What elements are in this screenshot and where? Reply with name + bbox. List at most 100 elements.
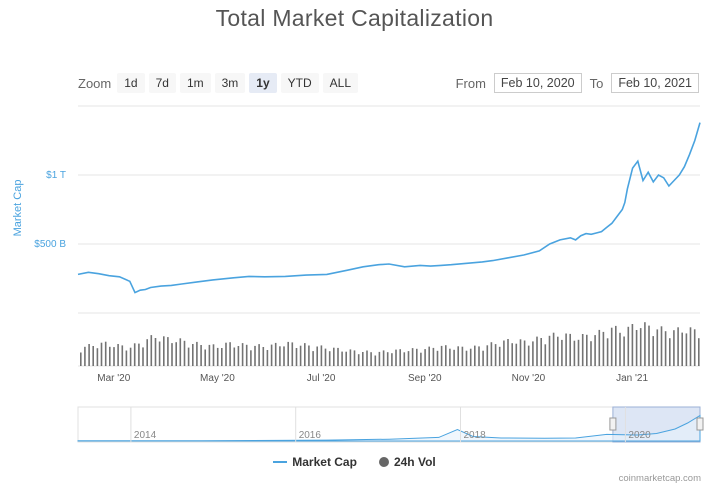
- volume-bar: [424, 349, 426, 366]
- volume-bar: [457, 346, 459, 366]
- volume-bar: [337, 347, 339, 366]
- volume-bar: [615, 325, 617, 366]
- navigator-line: [77, 414, 701, 442]
- legend-item-volume[interactable]: 24h Vol: [378, 455, 436, 469]
- volume-bar: [681, 332, 683, 366]
- volume-bar: [544, 344, 547, 366]
- x-tick-label: Nov '20: [512, 373, 546, 384]
- zoom-button-7d[interactable]: 7d: [148, 73, 176, 93]
- volume-bar: [540, 338, 542, 366]
- volume-bar: [631, 324, 634, 366]
- volume-bar: [266, 350, 269, 366]
- volume-bar: [432, 347, 435, 366]
- volume-bar: [652, 336, 654, 366]
- volume-bar: [200, 345, 202, 366]
- legend-item-market-cap[interactable]: Market Cap: [273, 455, 357, 469]
- volume-bar: [92, 346, 94, 366]
- volume-bar: [486, 345, 489, 366]
- volume-bar: [478, 346, 480, 366]
- volume-bar: [552, 332, 555, 366]
- volume-bar: [445, 345, 447, 366]
- volume-bar: [150, 335, 153, 366]
- volume-bar: [295, 348, 298, 366]
- volume-bar: [420, 352, 422, 366]
- zoom-button-1d[interactable]: 1d: [117, 73, 145, 93]
- to-label: To: [589, 75, 604, 91]
- volume-bar: [154, 338, 157, 366]
- volume-bar: [374, 355, 377, 366]
- legend-label-volume: 24h Vol: [393, 455, 436, 469]
- volume-bar: [113, 347, 115, 366]
- volume-bar: [175, 342, 177, 366]
- zoom-button-1m[interactable]: 1m: [179, 73, 211, 93]
- volume-bar: [606, 338, 609, 366]
- navigator-handle-left[interactable]: [609, 417, 617, 431]
- volume-bar: [577, 339, 580, 366]
- volume-bar: [80, 352, 82, 366]
- zoom-button-all[interactable]: ALL: [322, 73, 359, 93]
- volume-bar: [581, 334, 584, 366]
- volume-bar: [490, 342, 493, 366]
- dot-swatch-icon: [378, 457, 389, 467]
- volume-bar: [163, 336, 165, 366]
- volume-bar: [494, 344, 497, 366]
- volume-bar: [598, 329, 601, 366]
- to-date-input[interactable]: Feb 10, 2021: [611, 73, 699, 93]
- volume-bar: [561, 339, 563, 366]
- volume-bar: [133, 343, 136, 366]
- volume-bar: [320, 345, 323, 366]
- volume-bar: [557, 336, 559, 366]
- line-swatch-icon: [273, 461, 288, 463]
- x-tick-label: Sep '20: [408, 373, 442, 384]
- x-tick-label: Mar '20: [97, 373, 130, 384]
- volume-bar: [623, 336, 625, 366]
- volume-bar: [125, 350, 128, 366]
- zoom-button-1y[interactable]: 1y: [249, 73, 277, 93]
- source-credit: coinmarketcap.com: [618, 473, 701, 484]
- volume-bar: [644, 322, 646, 366]
- volume-bar: [573, 340, 576, 366]
- zoom-bar: Zoom 1d 7d 1m 3m 1y YTD ALL: [78, 73, 359, 93]
- volume-bar: [258, 344, 260, 366]
- volume-bar: [312, 351, 314, 366]
- from-date-input[interactable]: Feb 10, 2020: [493, 73, 582, 93]
- volume-bar: [395, 349, 397, 366]
- volume-bar: [610, 327, 613, 366]
- volume-bar: [482, 350, 484, 366]
- volume-bar: [523, 340, 526, 366]
- volume-bar: [465, 350, 468, 366]
- volume-bar: [333, 347, 335, 366]
- volume-bar: [436, 350, 439, 366]
- zoom-button-ytd[interactable]: YTD: [280, 73, 319, 93]
- volume-bar: [362, 352, 364, 366]
- legend: Market Cap 24h Vol: [0, 455, 709, 469]
- volume-bar: [403, 352, 406, 366]
- volume-bar: [428, 346, 430, 366]
- volume-bar: [370, 352, 372, 366]
- volume-bar: [685, 333, 688, 366]
- y-axis-label-market-cap: Market Cap: [12, 180, 24, 237]
- navigator-year-label: 2016: [299, 430, 322, 441]
- volume-bar: [635, 330, 638, 366]
- volume-bar: [357, 354, 360, 366]
- volume-bar: [121, 345, 124, 366]
- volume-bar: [291, 342, 294, 366]
- navigator-year-label: 2020: [628, 430, 651, 441]
- volume-bar: [461, 346, 464, 366]
- volume-bar: [440, 345, 443, 366]
- from-label: From: [455, 75, 486, 91]
- volume-bar: [100, 342, 103, 366]
- volume-bar: [117, 344, 119, 366]
- volume-bar: [378, 351, 381, 366]
- volume-bar: [109, 346, 111, 366]
- volume-bar: [511, 343, 513, 366]
- volume-bar: [179, 338, 182, 366]
- volume-bar: [536, 336, 538, 366]
- volume-bar: [469, 348, 472, 366]
- volume-bar: [590, 341, 592, 366]
- zoom-button-3m[interactable]: 3m: [214, 73, 246, 93]
- navigator-handle-right[interactable]: [696, 417, 704, 431]
- volume-bar: [349, 349, 352, 366]
- navigator-year-label: 2018: [464, 430, 487, 441]
- volume-bar: [104, 341, 107, 366]
